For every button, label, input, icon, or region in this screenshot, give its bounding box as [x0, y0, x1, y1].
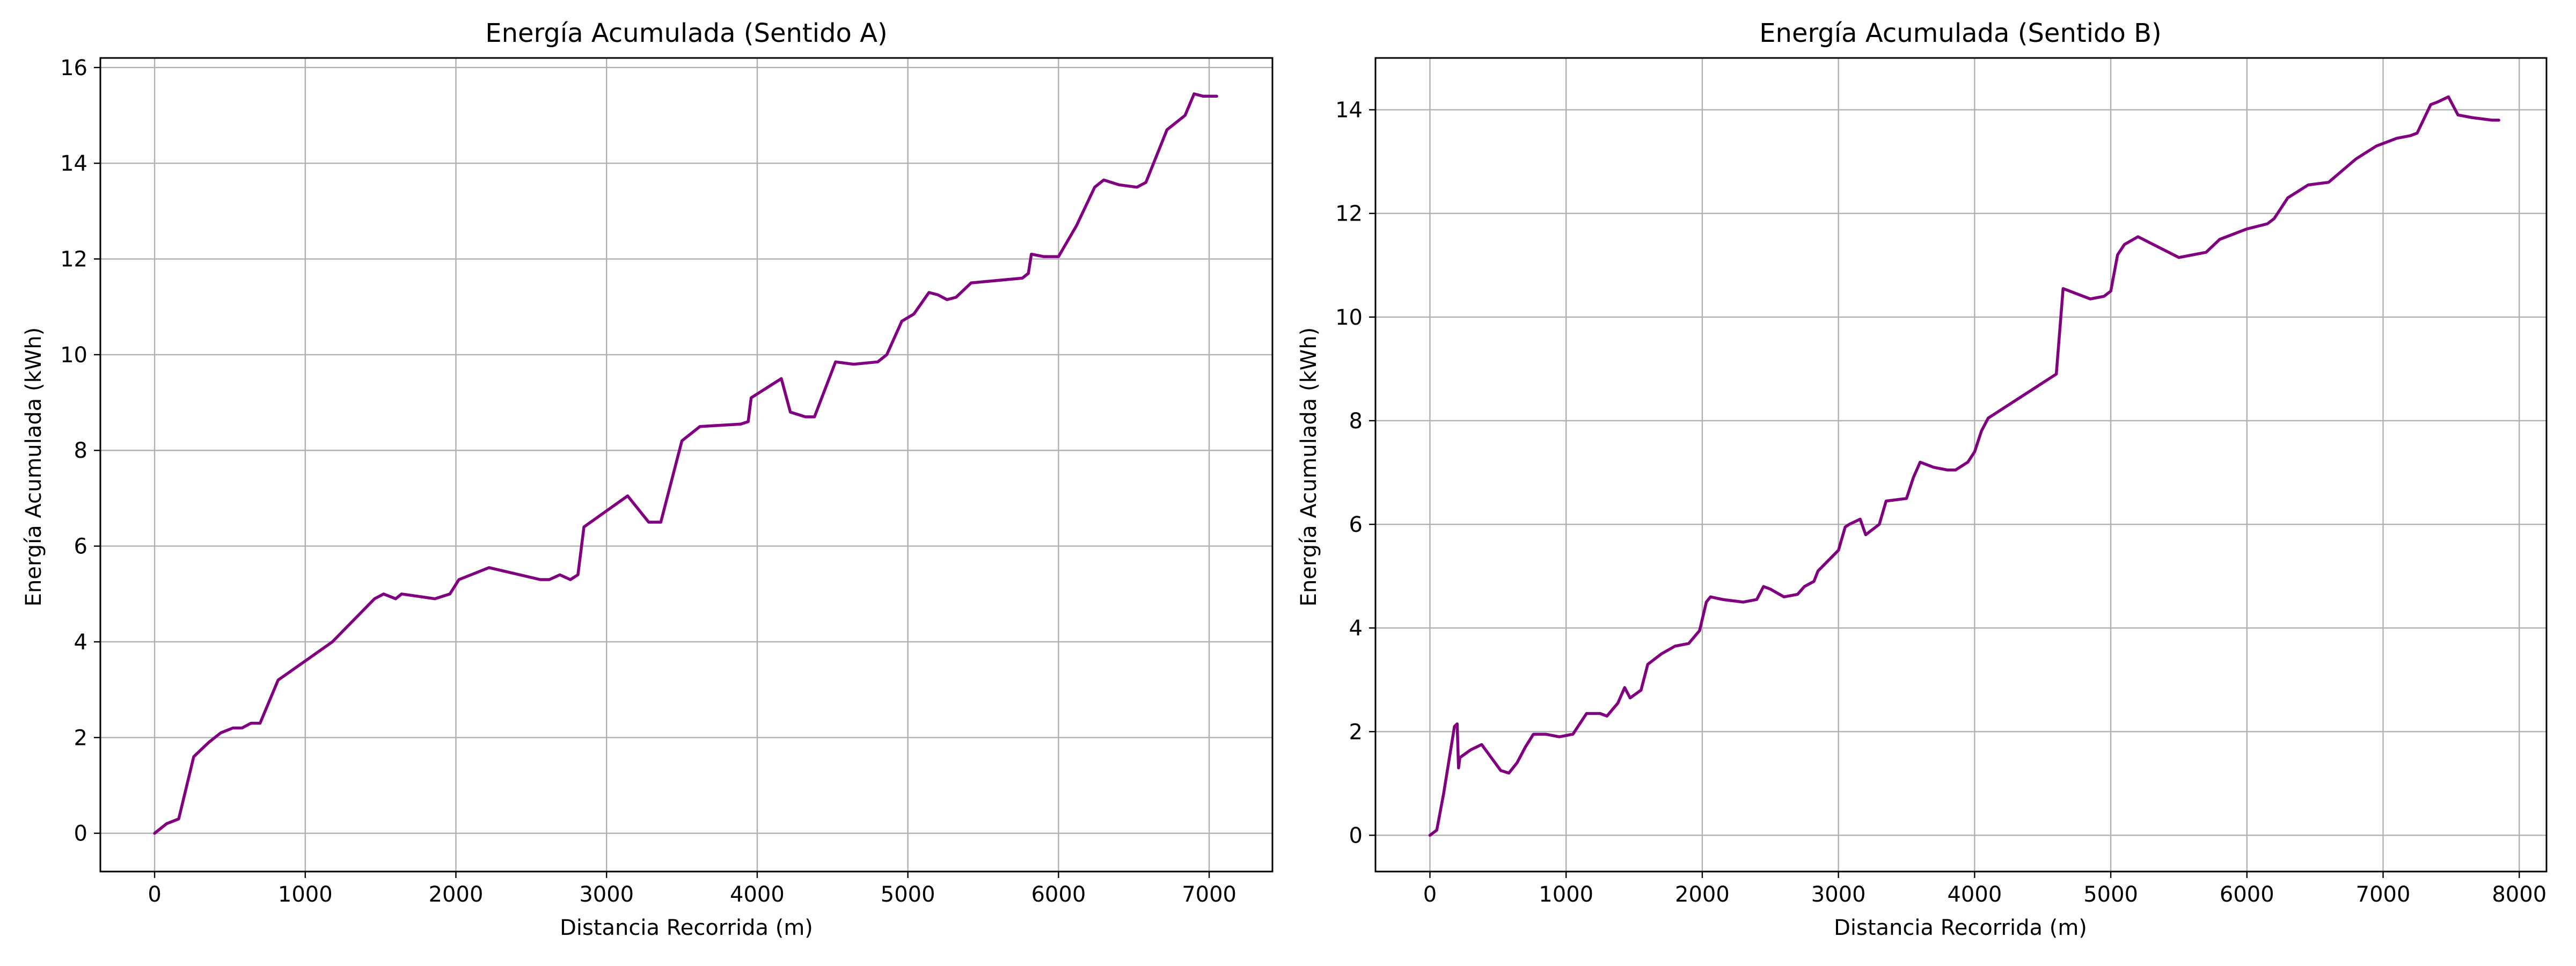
chart-title: Energía Acumulada (Sentido B) — [1759, 18, 2162, 48]
plot-area: 0 1000 2000 3000 4000 5000 6000 7000 0 2 4 6 8 10 12 14… — [60, 56, 1274, 907]
y-tick-label: 12 — [60, 247, 87, 272]
x-tick-label: 7000 — [1182, 882, 1236, 907]
series-line — [1428, 95, 2500, 837]
x-tick-label: 2000 — [429, 882, 484, 907]
chart-title: Energía Acumulada (Sentido A) — [485, 18, 887, 48]
x-tick-label: 8000 — [2492, 882, 2546, 907]
x-tick-label: 5000 — [881, 882, 935, 907]
y-tick-label: 12 — [1335, 202, 1363, 226]
y-axis-label: Energía Acumulada (kWh) — [1297, 327, 1321, 607]
y-tick-label: 0 — [1349, 823, 1363, 848]
y-tick-label: 4 — [1349, 616, 1363, 641]
x-tick-label: 6000 — [2220, 882, 2274, 907]
y-tick-label: 14 — [60, 151, 87, 176]
y-tick-label: 6 — [74, 535, 87, 559]
x-tick-label: 1000 — [1539, 882, 1593, 907]
x-tick-label: 3000 — [1811, 882, 1866, 907]
y-tick-label: 16 — [60, 56, 87, 80]
x-axis-label: Distancia Recorrida (m) — [1834, 916, 2087, 940]
x-tick-label: 0 — [148, 882, 161, 907]
y-axis-label: Energía Acumulada (kWh) — [21, 327, 46, 607]
y-tick-label: 8 — [1349, 409, 1363, 434]
x-tick-label: 4000 — [1947, 882, 2002, 907]
series-line — [153, 92, 1218, 835]
y-tick-label: 4 — [74, 630, 87, 655]
x-tick-label: 1000 — [278, 882, 333, 907]
y-tick-label: 14 — [1335, 98, 1363, 123]
x-tick-label: 0 — [1423, 882, 1437, 907]
axes-frame — [99, 57, 1274, 873]
y-tick-label: 0 — [74, 822, 87, 846]
axes-frame — [1374, 57, 2548, 873]
x-axis-label: Distancia Recorrida (m) — [560, 916, 813, 940]
x-tick-label: 2000 — [1675, 882, 1730, 907]
x-tick-label: 5000 — [2083, 882, 2138, 907]
plot-area: 0 1000 2000 3000 4000 5000 6000 7000 8000 0 2 4 6 8 10… — [1335, 57, 2548, 907]
x-tick-label: 6000 — [1031, 882, 1086, 907]
x-tick-label: 3000 — [579, 882, 634, 907]
y-tick-label: 2 — [1349, 720, 1363, 744]
y-tick-label: 10 — [60, 343, 87, 368]
y-tick-label: 10 — [1335, 305, 1363, 330]
y-tick-label: 8 — [74, 438, 87, 463]
x-tick-label: 7000 — [2356, 882, 2411, 907]
chart-panel-sentido-a: 0 1000 2000 3000 4000 5000 6000 7000 0 2 4 6 8 10 12 14… — [21, 18, 1274, 940]
x-tick-label: 4000 — [730, 882, 785, 907]
chart-panel-sentido-b: 0 1000 2000 3000 4000 5000 6000 7000 8000 0 2 4 6 8 10… — [1297, 18, 2548, 940]
y-tick-label: 2 — [74, 726, 87, 750]
y-tick-label: 6 — [1349, 513, 1363, 537]
